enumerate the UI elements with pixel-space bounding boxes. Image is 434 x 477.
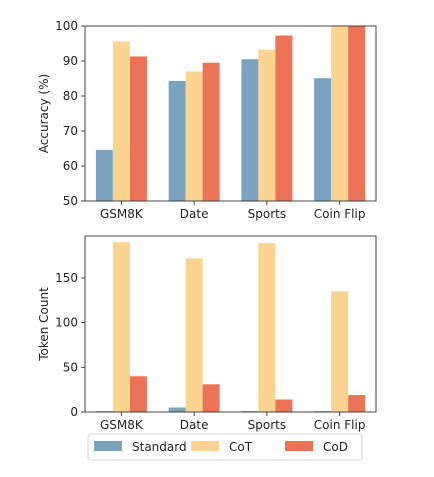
legend-swatch-cot [191, 441, 219, 451]
bar-standard-gsm8k [95, 149, 113, 201]
x-tick-label-date: Date [180, 207, 209, 221]
x-tick-label-coin-flip: Coin Flip [314, 418, 366, 432]
y-tick-label: 70 [63, 124, 78, 138]
bar-cod-date [202, 62, 220, 201]
plot-frame [84, 235, 377, 413]
bar-cod-gsm8k [129, 376, 147, 412]
y-axis-label: Token Count [37, 287, 51, 362]
bar-cot-gsm8k [112, 242, 130, 412]
bar-cod-coin-flip [348, 395, 366, 412]
accuracy-chart: 50 60 70 80 90 100 GSM8K Date Sports Coin Flip Acc… [37, 19, 377, 221]
y-tick-label: 150 [55, 271, 78, 285]
bar-standard-coin-flip [314, 78, 332, 201]
bar-cot-sports [258, 243, 276, 412]
x-tick-label-coin-flip: Coin Flip [314, 207, 366, 221]
y-tick-label: 50 [63, 194, 78, 208]
bar-cot-sports [258, 49, 276, 201]
x-tick-label-gsm8k: GSM8K [100, 207, 144, 221]
token-count-chart: 0 50 100 150 GSM8K Date Sports Coin Flip Token C… [37, 235, 377, 432]
x-tick-label-date: Date [180, 418, 209, 432]
bar-cod-gsm8k [129, 56, 147, 202]
bar-standard-date [168, 407, 186, 412]
y-tick-label: 0 [70, 405, 78, 419]
legend-swatch-cod [285, 441, 313, 451]
legend: Standard CoT CoD [87, 433, 363, 461]
legend-label-cod: CoD [323, 440, 348, 454]
legend-label-standard: Standard [132, 440, 187, 454]
bar-standard-date [168, 80, 186, 201]
y-tick-label: 60 [63, 159, 78, 173]
legend-label-cot: CoT [229, 440, 253, 454]
legend-box [87, 433, 363, 461]
bar-cod-coin-flip [348, 26, 366, 201]
bar-cot-coin-flip [331, 291, 349, 412]
y-axis-label: Accuracy (%) [37, 74, 51, 153]
bar-cot-coin-flip [331, 26, 349, 201]
bar-cot-date [185, 71, 203, 201]
plot-frame [84, 25, 377, 202]
y-tick-label: 90 [63, 54, 78, 68]
bar-cot-date [185, 258, 203, 412]
y-tick-label: 50 [63, 360, 78, 374]
bar-standard-sports [241, 59, 259, 201]
bar-cod-date [202, 384, 220, 412]
bar-cod-sports [275, 35, 293, 202]
y-tick-label: 100 [55, 19, 78, 33]
x-tick-label-sports: Sports [248, 418, 286, 432]
bar-cot-gsm8k [112, 41, 130, 202]
legend-swatch-standard [94, 441, 122, 451]
bar-cod-sports [275, 399, 293, 412]
y-tick-label: 80 [63, 89, 78, 103]
x-tick-label-sports: Sports [248, 207, 286, 221]
x-tick-label-gsm8k: GSM8K [100, 418, 144, 432]
y-tick-label: 100 [55, 316, 78, 330]
